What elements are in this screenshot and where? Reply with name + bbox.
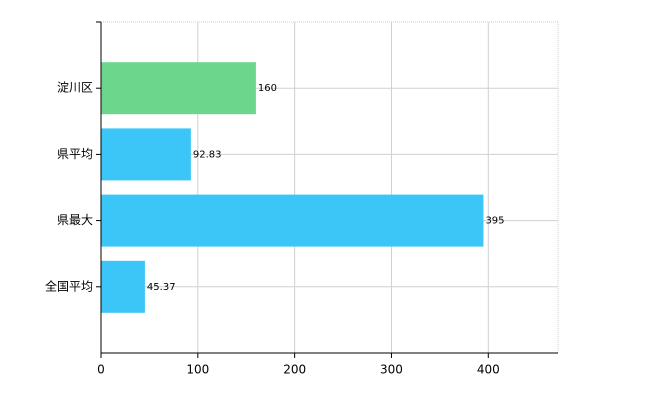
- y-tick-label: 県最大: [57, 213, 93, 227]
- value-label: 92.83: [193, 149, 222, 160]
- y-tick-label: 全国平均: [45, 278, 93, 293]
- bar: [101, 260, 145, 313]
- value-label: 395: [485, 216, 504, 227]
- x-tick-label: 200: [283, 363, 306, 377]
- x-tick-label: 400: [477, 363, 500, 377]
- bar: [101, 62, 256, 115]
- value-label: 160: [258, 83, 277, 94]
- y-tick-label: 淀川区: [57, 81, 93, 95]
- bar: [101, 128, 191, 181]
- bar: [101, 194, 484, 247]
- x-tick-label: 100: [186, 363, 209, 377]
- value-label: 45.37: [147, 282, 176, 293]
- x-tick-label: 0: [97, 363, 105, 377]
- y-tick-label: 県平均: [57, 147, 93, 161]
- x-tick-label: 300: [380, 363, 403, 377]
